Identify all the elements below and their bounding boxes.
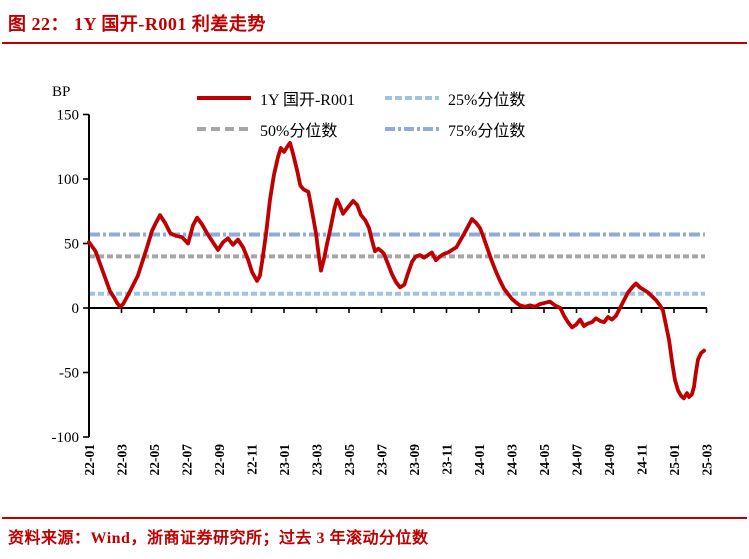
spread-series-line — [87, 141, 706, 401]
spread-chart: 150 100 50 0 -50 -100 BP 22-01 22-03 22-05 22-07 22… — [0, 44, 749, 514]
x-tick-label: 23-03 — [310, 444, 325, 476]
x-tick-label: 22-09 — [212, 444, 227, 476]
y-tick-label: 0 — [72, 301, 80, 317]
legend-item-p75: 75%分位数 — [385, 119, 526, 140]
x-tick-label: 23-05 — [342, 444, 357, 476]
x-tick-label: 23-09 — [407, 444, 422, 476]
y-tick-label: -100 — [52, 430, 80, 446]
x-tick-label: 22-11 — [245, 444, 260, 475]
legend-item-p50: 50%分位数 — [197, 119, 338, 140]
x-tick-label: 23-07 — [375, 444, 390, 476]
dashed-line-swatch — [385, 96, 439, 100]
x-tick-label: 22-05 — [147, 444, 162, 476]
legend-item-main-series: 1Y 国开-R001 — [197, 88, 355, 109]
footer-divider — [2, 517, 747, 519]
figure-title: 图 22： 1Y 国开-R001 利差走势 — [8, 14, 266, 34]
x-tick-label: 23-01 — [277, 444, 292, 476]
legend-label-p25: 25%分位数 — [448, 92, 526, 109]
legend-label-p75: 75%分位数 — [448, 123, 526, 140]
x-tick-label: 22-03 — [115, 444, 130, 476]
source-note: 资料来源：Wind，浙商证券研究所；过去 3 年滚动分位数 — [8, 530, 429, 547]
x-tick-label: 24-11 — [635, 444, 650, 475]
solid-line-swatch — [197, 96, 251, 100]
y-tick-label: 50 — [64, 237, 79, 253]
legend-label-main-series: 1Y 国开-R001 — [260, 92, 355, 109]
x-tick-label: 24-05 — [537, 444, 552, 476]
dashed-line-swatch — [197, 127, 251, 131]
y-axis-unit-label: BP — [52, 84, 70, 100]
y-tick-label: -50 — [59, 366, 79, 382]
title-divider — [2, 42, 747, 44]
legend-item-p25: 25%分位数 — [385, 88, 526, 109]
x-tick-label: 22-01 — [82, 444, 97, 476]
x-tick-label: 24-01 — [472, 444, 487, 476]
x-tick-label: 24-09 — [602, 444, 617, 476]
y-tick-label: 100 — [57, 172, 80, 188]
spread-chart-canvas: 150 100 50 0 -50 -100 BP 22-01 22-03 22-05 22-07 22… — [52, 84, 715, 476]
x-tick-label: 24-03 — [505, 444, 520, 476]
x-tick-label: 25-03 — [700, 444, 715, 476]
x-tick-label: 22-07 — [180, 444, 195, 476]
dashdot-line-swatch — [385, 127, 439, 131]
x-tick-label: 25-01 — [667, 444, 682, 476]
x-tick-label: 23-11 — [440, 444, 455, 475]
x-tick-label: 24-07 — [570, 444, 585, 476]
legend-label-p50: 50%分位数 — [260, 123, 338, 140]
y-tick-label: 150 — [57, 108, 80, 124]
